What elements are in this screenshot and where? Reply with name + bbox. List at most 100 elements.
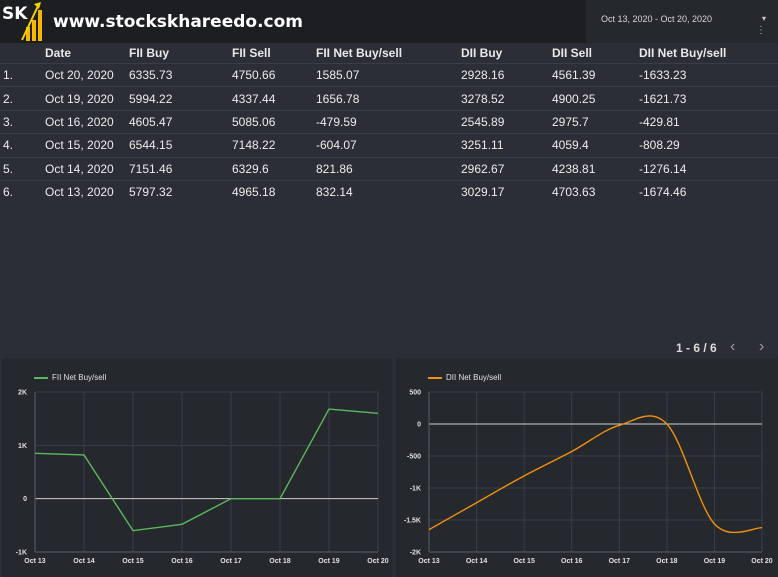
column-header-dii-sell[interactable]: DII Sell xyxy=(552,46,593,60)
x-tick-label: Oct 13 xyxy=(24,558,46,565)
cell-dii-sell: 2975.7 xyxy=(552,109,639,134)
column-header-dii-buy[interactable]: DII Buy xyxy=(461,46,503,60)
date-range-selector[interactable]: Oct 13, 2020 - Oct 20, 2020 ▾ ⋮ xyxy=(586,0,778,43)
x-tick-label: Oct 19 xyxy=(318,558,340,565)
x-tick-label: Oct 13 xyxy=(418,558,440,565)
column-header-fii-buy[interactable]: FII Buy xyxy=(129,46,170,60)
cell-fii-net: 821.86 xyxy=(316,156,461,181)
y-tick-label: 500 xyxy=(409,390,421,397)
y-tick-label: -1.5K xyxy=(404,518,421,525)
cell-dii-sell: 4238.81 xyxy=(552,156,639,181)
cell-dii-buy: 2962.67 xyxy=(461,156,552,181)
cell-date: Oct 13, 2020 xyxy=(45,179,129,204)
cell-dii-net: -1674.46 xyxy=(639,179,778,204)
x-tick-label: Oct 16 xyxy=(561,558,583,565)
cell-fii-net: -604.07 xyxy=(316,133,461,158)
y-tick-label: 0 xyxy=(23,496,27,503)
fii-chart-panel xyxy=(2,358,392,577)
fii-dii-table: Date FII Buy FII Sell FII Net Buy/sell D… xyxy=(0,43,778,204)
cell-dii-net: -1621.73 xyxy=(639,86,778,111)
cell-dii-buy: 2928.16 xyxy=(461,62,552,87)
top-bar: SK www.stockskhareedo.com Oct 13, 2020 -… xyxy=(0,0,778,43)
chevron-down-icon: ▾ xyxy=(761,14,766,23)
chevron-left-icon[interactable]: ‹ xyxy=(730,338,736,355)
site-title[interactable]: www.stockskhareedo.com xyxy=(53,12,304,32)
x-tick-label: Oct 17 xyxy=(609,558,631,565)
x-tick-label: Oct 18 xyxy=(656,558,678,565)
site-logo[interactable]: SK xyxy=(0,0,44,43)
column-header-index xyxy=(0,43,45,64)
row-index: 5. xyxy=(0,156,45,181)
cell-date: Oct 16, 2020 xyxy=(45,109,129,134)
cell-dii-net: -808.29 xyxy=(639,133,778,158)
x-tick-label: Oct 16 xyxy=(171,558,193,565)
cell-fii-net: 832.14 xyxy=(316,179,461,204)
x-tick-label: Oct 14 xyxy=(73,558,95,565)
logo-text: SK xyxy=(2,4,28,24)
x-tick-label: Oct 20 xyxy=(367,558,389,565)
dii-chart-legend: DII Net Buy/sell xyxy=(428,373,501,382)
series-line xyxy=(428,415,763,534)
table-row[interactable]: 5. Oct 14, 2020 7151.46 6329.6 821.86 29… xyxy=(0,156,778,181)
cell-fii-net: 1585.07 xyxy=(316,62,461,87)
cell-fii-net: 1656.78 xyxy=(316,86,461,111)
cell-fii-buy: 5994.22 xyxy=(129,86,232,111)
cell-date: Oct 15, 2020 xyxy=(45,133,129,158)
cell-dii-buy: 3278.52 xyxy=(461,86,552,111)
y-tick-label: -1K xyxy=(410,486,421,493)
date-range-value: Oct 13, 2020 - Oct 20, 2020 xyxy=(601,14,713,24)
column-header-fii-sell[interactable]: FII Sell xyxy=(232,46,271,60)
column-header-date[interactable]: Date xyxy=(45,46,72,60)
table-row[interactable]: 1. Oct 20, 2020 6335.73 4750.66 1585.07 … xyxy=(0,62,778,87)
y-tick-label: 0 xyxy=(417,422,421,429)
row-index: 1. xyxy=(0,62,45,87)
cell-dii-net: -1633.23 xyxy=(639,62,778,87)
cell-dii-net: -429.81 xyxy=(639,109,778,134)
column-header-fii-net[interactable]: FII Net Buy/sell xyxy=(316,46,403,60)
cell-fii-sell: 4965.18 xyxy=(232,179,316,204)
y-tick-label: -1K xyxy=(16,550,27,557)
cell-fii-sell: 7148.22 xyxy=(232,133,316,158)
legend-swatch xyxy=(34,376,48,379)
legend-label: DII Net Buy/sell xyxy=(446,373,502,382)
cell-fii-buy: 4605.47 xyxy=(129,109,232,134)
cell-dii-sell: 4900.25 xyxy=(552,86,639,111)
table-header-row: Date FII Buy FII Sell FII Net Buy/sell D… xyxy=(0,43,778,64)
cell-dii-buy: 2545.89 xyxy=(461,109,552,134)
more-options-icon[interactable]: ⋮ xyxy=(756,25,766,36)
cell-fii-buy: 6335.73 xyxy=(129,62,232,87)
cell-fii-sell: 4337.44 xyxy=(232,86,316,111)
y-tick-label: -2K xyxy=(410,550,421,557)
dii-net-chart: Oct 13 Oct 14 Oct 15 Oct 16 Oct 17 Oct 18 Oct … xyxy=(404,390,773,566)
y-tick-label: 1K xyxy=(18,443,27,450)
legend-label: FII Net Buy/sell xyxy=(52,373,107,382)
table-row[interactable]: 4. Oct 15, 2020 6544.15 7148.22 -604.07 … xyxy=(0,133,778,158)
row-index: 4. xyxy=(0,133,45,158)
row-index: 2. xyxy=(0,86,45,111)
x-tick-label: Oct 15 xyxy=(513,558,535,565)
x-tick-label: Oct 19 xyxy=(704,558,726,565)
table-row[interactable]: 2. Oct 19, 2020 5994.22 4337.44 1656.78 … xyxy=(0,86,778,111)
x-tick-label: Oct 20 xyxy=(751,558,773,565)
cell-fii-sell: 4750.66 xyxy=(232,62,316,87)
chevron-right-icon[interactable]: › xyxy=(759,338,765,355)
row-index: 6. xyxy=(0,179,45,204)
cell-dii-buy: 3251.11 xyxy=(461,133,552,158)
x-tick-label: Oct 14 xyxy=(466,558,488,565)
cell-fii-sell: 6329.6 xyxy=(232,156,316,181)
cell-dii-net: -1276.14 xyxy=(639,156,778,181)
y-tick-label: 2K xyxy=(18,390,27,397)
table-row[interactable]: 3. Oct 16, 2020 4605.47 5085.06 -479.59 … xyxy=(0,109,778,134)
legend-swatch xyxy=(428,376,442,379)
column-header-dii-net[interactable]: DII Net Buy/sell xyxy=(639,46,727,60)
pagination-label: 1 - 6 / 6 xyxy=(676,341,717,355)
row-index: 3. xyxy=(0,109,45,134)
y-tick-label: -500 xyxy=(407,454,421,461)
x-tick-label: Oct 18 xyxy=(269,558,291,565)
table-row[interactable]: 6. Oct 13, 2020 5797.32 4965.18 832.14 3… xyxy=(0,179,778,204)
cell-fii-buy: 5797.32 xyxy=(129,179,232,204)
series-line xyxy=(34,408,379,532)
cell-dii-buy: 3029.17 xyxy=(461,179,552,204)
cell-dii-sell: 4561.39 xyxy=(552,62,639,87)
fii-net-chart: Oct 13 Oct 14 Oct 15 Oct 16 Oct 17 Oct 18 Oct … xyxy=(16,390,389,566)
